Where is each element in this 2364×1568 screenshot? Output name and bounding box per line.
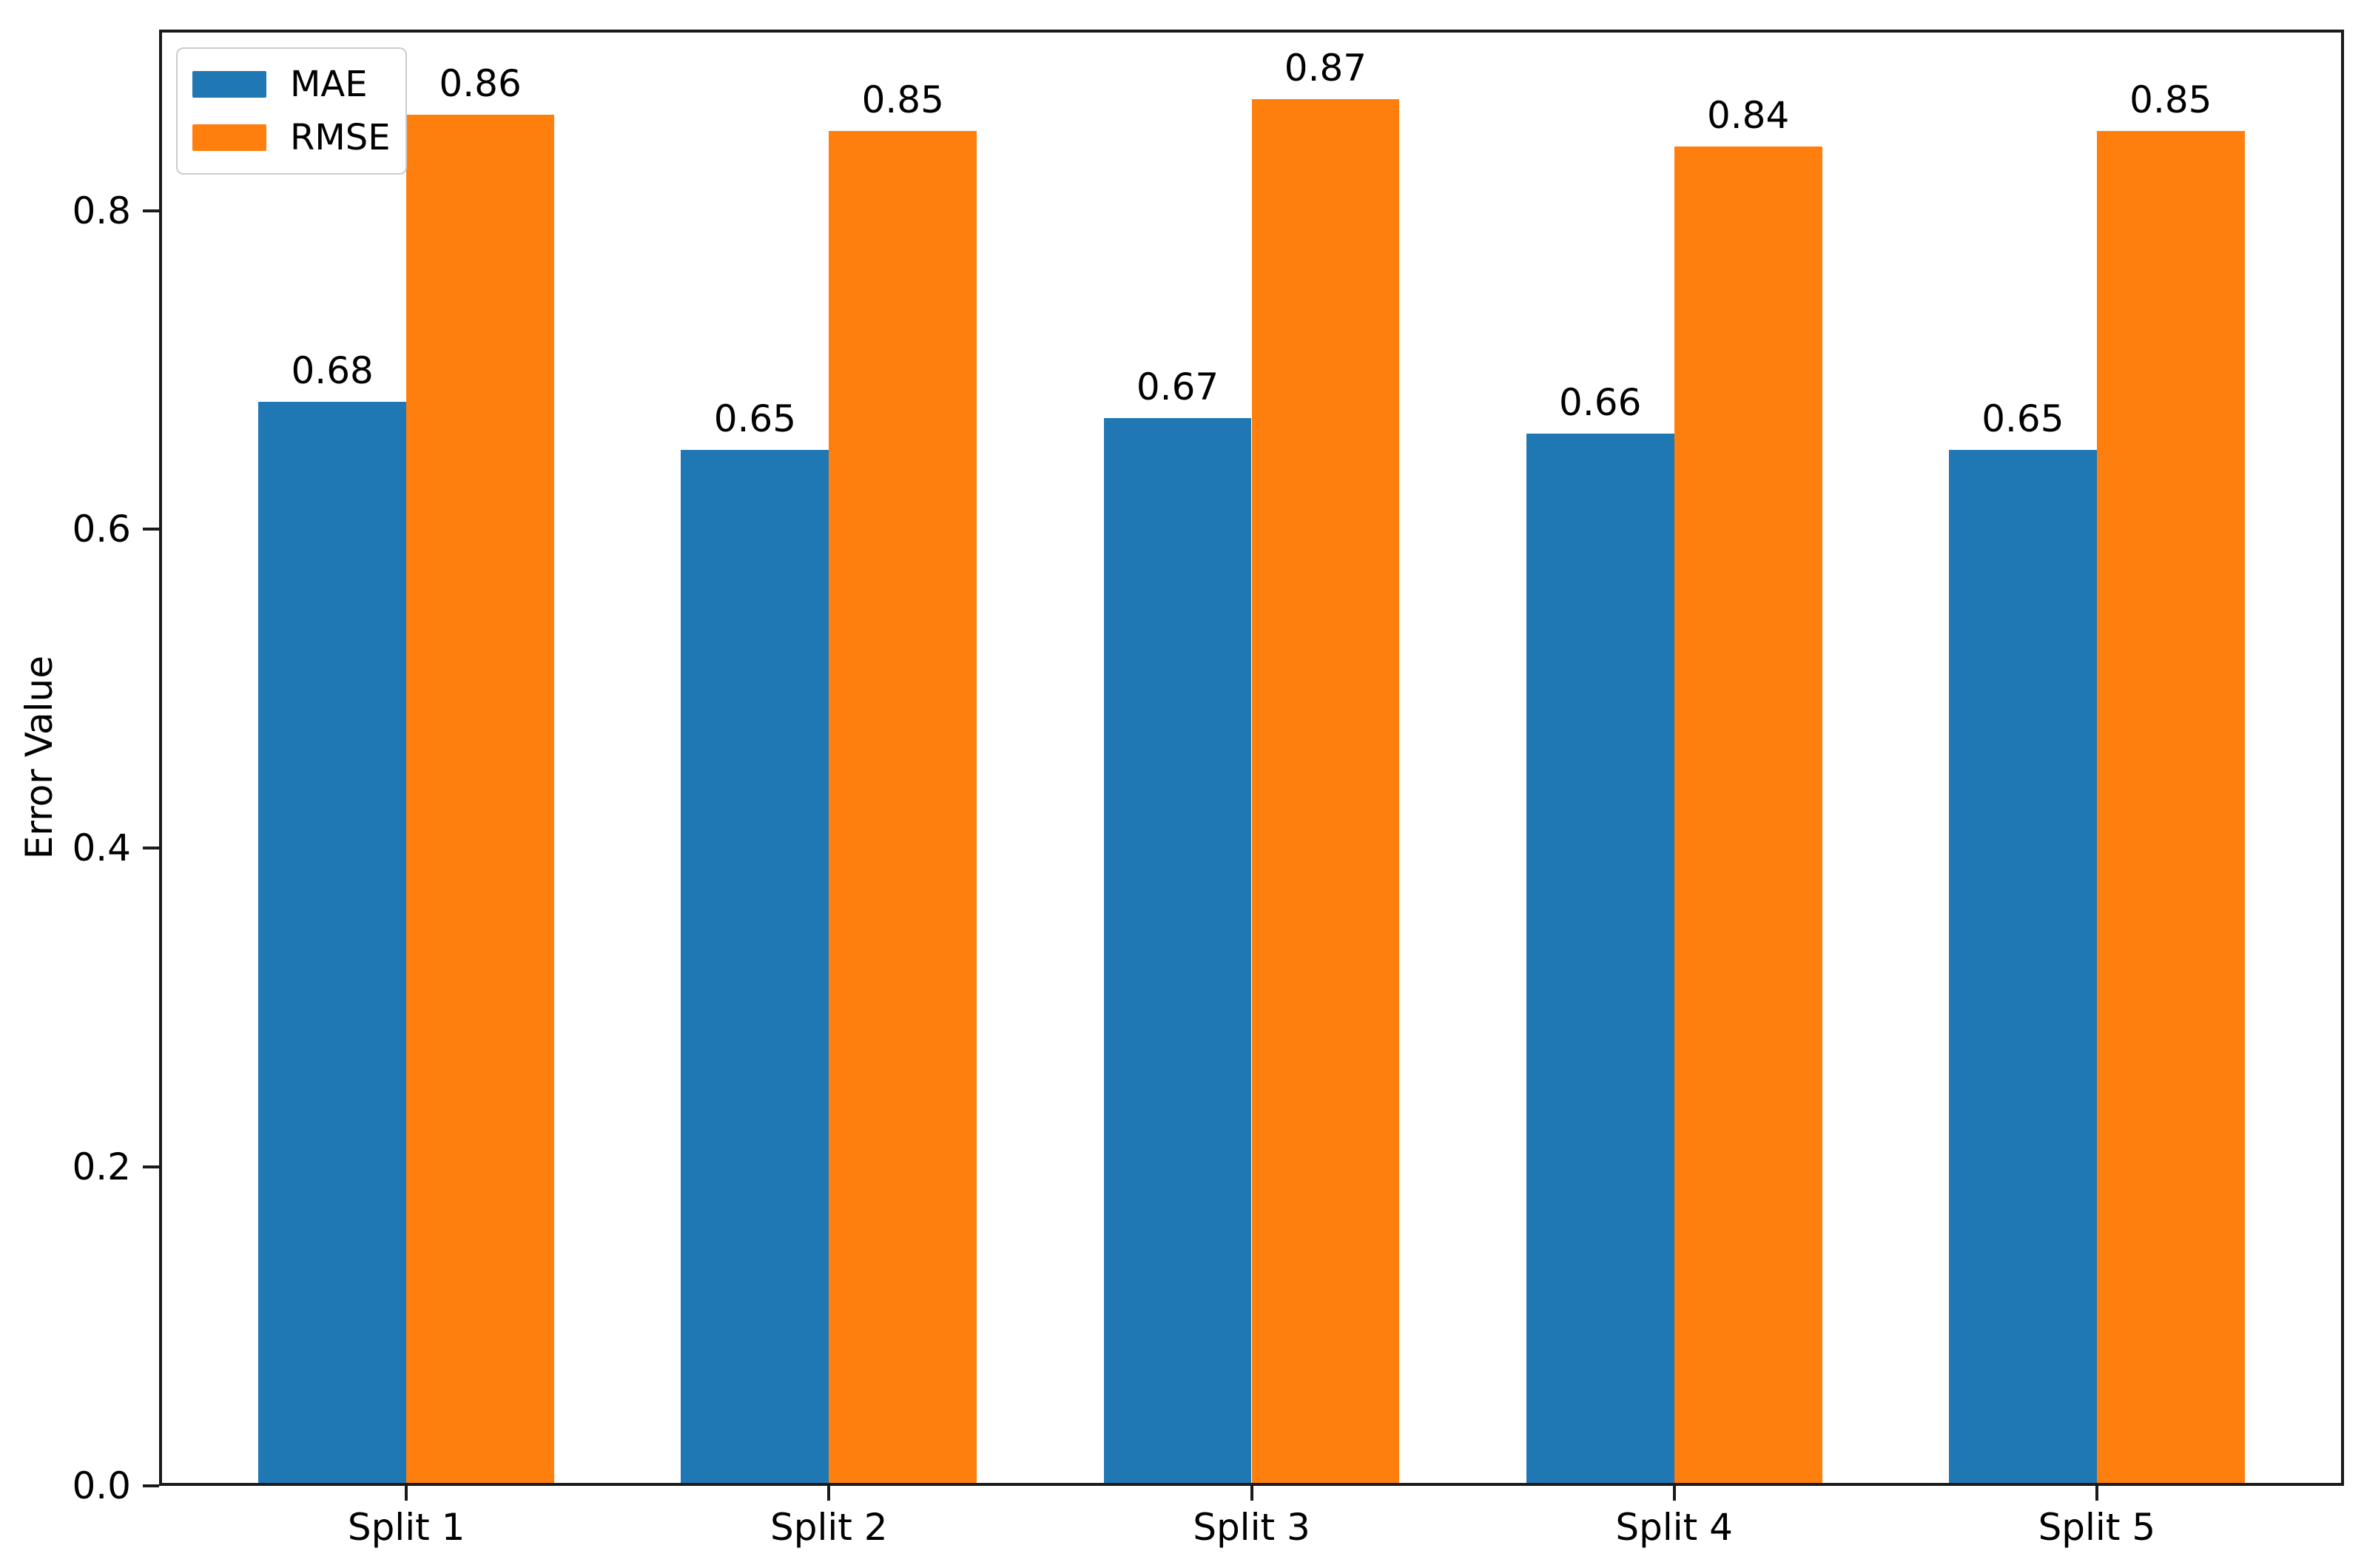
bar-mae-split-1: [258, 402, 407, 1486]
mae-color-swatch: [192, 71, 266, 98]
y-tick-mark: [143, 528, 159, 531]
y-tick-label: 0.6: [72, 508, 131, 551]
value-label-mae-split-4: 0.66: [1559, 381, 1642, 425]
bar-mae-split-4: [1526, 434, 1674, 1486]
bar-mae-split-3: [1103, 417, 1252, 1486]
value-label-mae-split-3: 0.67: [1136, 365, 1219, 408]
y-tick-mark: [143, 1165, 159, 1169]
value-label-mae-split-1: 0.68: [291, 349, 374, 393]
y-tick-label: 0.4: [72, 827, 131, 870]
value-label-rmse-split-2: 0.85: [861, 78, 944, 121]
legend-item-rmse: RMSE: [192, 114, 391, 161]
x-tick-label-3: Split 3: [1193, 1506, 1310, 1549]
value-label-rmse-split-1: 0.86: [439, 62, 522, 106]
legend: MAE RMSE: [176, 47, 407, 175]
x-tick-mark: [1672, 1486, 1676, 1501]
y-tick-mark: [143, 1484, 159, 1487]
bar-rmse-split-1: [406, 115, 555, 1486]
x-tick-mark: [2095, 1486, 2098, 1501]
value-label-mae-split-5: 0.65: [1981, 397, 2064, 440]
value-label-rmse-split-3: 0.87: [1284, 46, 1367, 90]
x-tick-mark: [405, 1486, 408, 1501]
value-label-rmse-split-4: 0.84: [1706, 94, 1790, 138]
bar-rmse-split-5: [2096, 130, 2245, 1486]
y-tick-mark: [143, 847, 159, 850]
bar-mae-split-2: [681, 449, 829, 1486]
x-tick-label-1: Split 1: [347, 1506, 465, 1549]
x-tick-mark: [827, 1486, 831, 1501]
legend-item-mae: MAE: [192, 61, 391, 108]
legend-label-rmse: RMSE: [290, 117, 391, 158]
y-tick-label: 0.2: [72, 1145, 131, 1189]
rmse-color-swatch: [192, 124, 266, 151]
bar-rmse-split-2: [829, 130, 977, 1486]
y-tick-label: 0.0: [72, 1464, 131, 1507]
x-tick-label-2: Split 2: [770, 1506, 888, 1549]
y-axis-label: Error Value: [12, 30, 67, 1486]
y-tick-mark: [143, 209, 159, 212]
value-label-mae-split-2: 0.65: [713, 397, 797, 440]
value-label-rmse-split-5: 0.85: [2129, 78, 2212, 121]
y-tick-label: 0.8: [72, 189, 131, 232]
x-tick-label-4: Split 4: [1615, 1506, 1733, 1549]
x-tick-mark: [1250, 1486, 1253, 1501]
legend-label-mae: MAE: [290, 64, 368, 105]
bar-rmse-split-3: [1251, 98, 1400, 1486]
bar-rmse-split-4: [1674, 147, 1822, 1486]
bar-mae-split-5: [1948, 449, 2097, 1486]
x-tick-label-5: Split 5: [2038, 1506, 2156, 1549]
